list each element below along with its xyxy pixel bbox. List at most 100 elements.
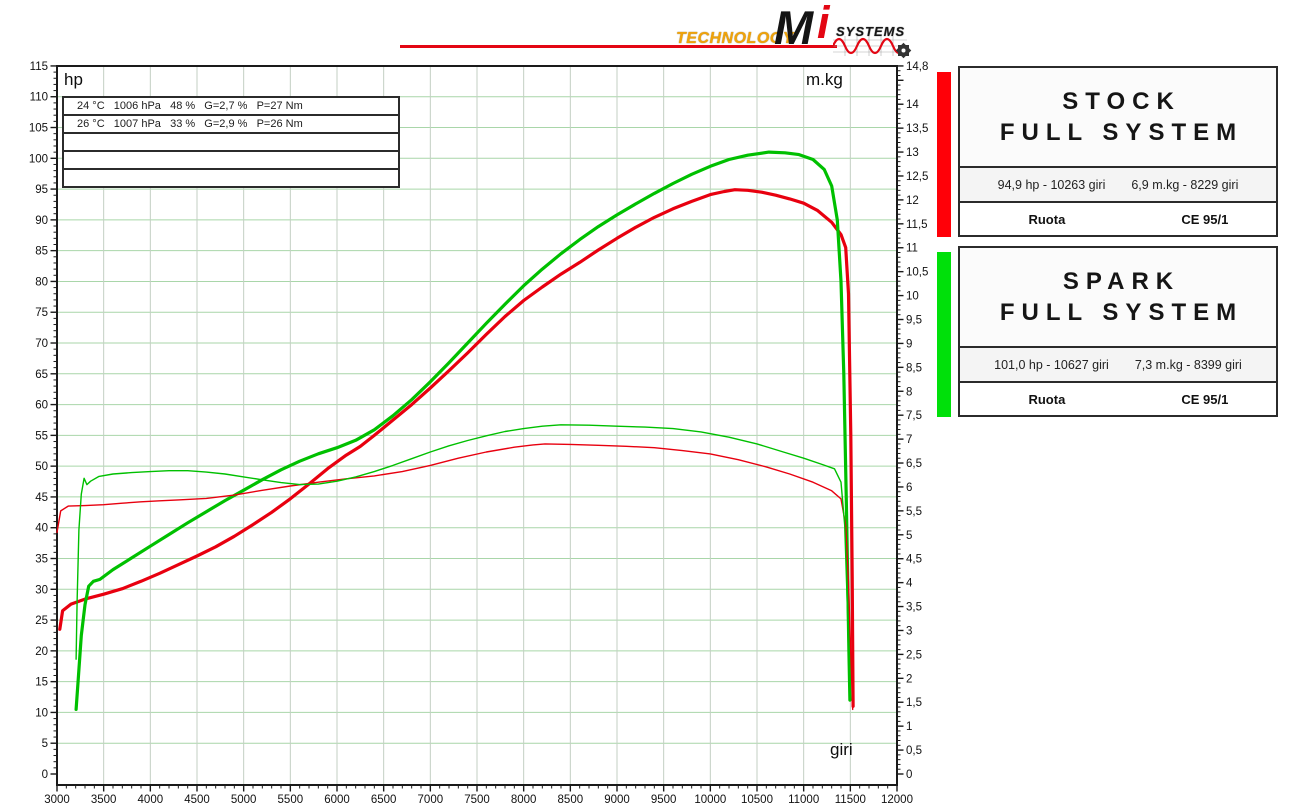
mkg-tick-label: 14,8 [906, 61, 928, 73]
x-tick-label: 4500 [184, 794, 210, 806]
info-table-row: 24 °C 1006 hPa 48 % G=2,7 % P=27 Nm [64, 98, 398, 116]
stock-ce-label: CE 95/1 [1181, 211, 1229, 227]
mkg-tick-label: 13 [906, 147, 919, 159]
curve-spark-power-hp [74, 150, 852, 712]
x-tick-label: 8500 [558, 794, 584, 806]
stock-title-line1: STOCK [1062, 88, 1181, 115]
x-tick-label: 11000 [788, 794, 819, 806]
hp-tick-label: 75 [35, 307, 48, 319]
mkg-tick-label: 0,5 [906, 745, 922, 757]
mkg-tick-label: 7,5 [906, 410, 922, 422]
mkg-tick-label: 6,5 [906, 458, 922, 470]
mkg-tick-label: 1 [906, 721, 912, 733]
gear-icon [895, 42, 912, 59]
hp-tick-label: 15 [35, 677, 48, 689]
mkg-tick-label: 5 [906, 530, 912, 542]
spark-title: SPARK FULL SYSTEM [960, 248, 1276, 346]
stock-legend-panel: STOCK FULL SYSTEM 94,9 hp - 10263 giri 6… [958, 66, 1278, 237]
hp-tick-label: 65 [35, 369, 48, 381]
mkg-tick-label: 8 [906, 386, 912, 398]
hp-tick-label: 0 [42, 769, 48, 781]
stock-color-bar [937, 72, 951, 237]
stock-title: STOCK FULL SYSTEM [960, 68, 1276, 166]
dyno-info-table: 24 °C 1006 hPa 48 % G=2,7 % P=27 Nm 26 °C… [62, 96, 400, 188]
hp-tick-label: 45 [35, 492, 48, 504]
x-tick-label: 7000 [418, 794, 444, 806]
mkg-tick-label: 3,5 [906, 602, 922, 614]
hp-tick-label: 115 [30, 61, 48, 73]
x-tick-label: 6000 [324, 794, 350, 806]
info-table-row [64, 170, 398, 186]
stock-hp-stat: 94,9 hp - 10263 giri [997, 177, 1106, 192]
hp-tick-label: 40 [35, 523, 48, 535]
mkg-tick-label: 2,5 [906, 649, 922, 661]
mkg-tick-label: 14 [906, 99, 919, 111]
spark-title-line1: SPARK [1062, 268, 1181, 295]
hp-tick-label: 5 [42, 738, 48, 750]
mkg-tick-label: 12,5 [906, 171, 928, 183]
mkg-tick-label: 12 [906, 195, 919, 207]
mkg-tick-label: 2 [906, 673, 912, 685]
mkg-tick-label: 11,5 [906, 219, 928, 231]
hp-tick-label: 55 [35, 430, 48, 442]
mkg-tick-label: 1,5 [906, 697, 922, 709]
x-tick-label: 9500 [651, 794, 677, 806]
hp-tick-label: 70 [35, 338, 48, 350]
spark-stats-row: 101,0 hp - 10627 giri 7,3 m.kg - 8399 gi… [960, 346, 1276, 381]
spark-ce-label: CE 95/1 [1181, 391, 1229, 407]
spark-title-line2: FULL SYSTEM [999, 299, 1244, 326]
spark-torque-stat: 7,3 m.kg - 8399 giri [1134, 357, 1242, 372]
hp-tick-label: 110 [30, 92, 48, 104]
mkg-tick-label: 4,5 [906, 554, 922, 566]
mkg-tick-label: 13,5 [906, 123, 928, 135]
brand-wave-icon [833, 36, 912, 59]
x-tick-label: 4000 [138, 794, 164, 806]
x-axis-title: giri [830, 740, 853, 759]
info-table-row [64, 134, 398, 152]
x-tick-label: 3000 [44, 794, 70, 806]
mkg-tick-label: 7 [906, 434, 912, 446]
mkg-tick-label: 3 [906, 625, 912, 637]
mkg-tick-label: 5,5 [906, 506, 922, 518]
x-tick-label: 9000 [604, 794, 630, 806]
x-tick-label: 8000 [511, 794, 537, 806]
info-table-row: 26 °C 1007 hPa 33 % G=2,9 % P=26 Nm [64, 116, 398, 134]
x-tick-label: 5500 [278, 794, 304, 806]
left-axis-title: hp [64, 70, 83, 89]
hp-tick-label: 105 [29, 123, 48, 135]
brand-i-letter: i [817, 0, 830, 48]
hp-tick-label: 25 [35, 615, 48, 627]
hp-tick-label: 30 [35, 584, 48, 596]
stock-torque-stat: 6,9 m.kg - 8229 giri [1131, 177, 1239, 192]
hp-tick-label: 85 [35, 246, 48, 258]
spark-ruota-label: Ruota [1028, 391, 1066, 407]
brand-m-letter: M [774, 1, 813, 54]
curve-stock-torque-mkg [56, 443, 854, 711]
brand-systems-text: SYSTEMS [836, 24, 906, 39]
curve-stock-power-hp [58, 188, 855, 708]
dyno-chart: 3000 3500 4000 4500 5000 5500 6000 6500 7000 7500… [29, 61, 929, 806]
mkg-tick-label: 9 [906, 338, 912, 350]
x-tick-label: 3500 [91, 794, 117, 806]
mkg-tick-label: 4 [906, 578, 913, 590]
mkg-tick-label: 9,5 [906, 315, 922, 327]
spark-color-bar [937, 252, 951, 417]
stock-ruota-label: Ruota [1028, 211, 1066, 227]
x-tick-label: 7500 [464, 794, 490, 806]
x-tick-label: 11500 [835, 794, 866, 806]
hp-tick-label: 60 [35, 400, 48, 412]
x-tick-label: 6500 [371, 794, 397, 806]
x-tick-label: 10000 [694, 794, 726, 806]
spark-footer-row: Ruota CE 95/1 [960, 381, 1276, 415]
hp-tick-label: 10 [35, 707, 48, 719]
hp-tick-label: 95 [35, 184, 48, 196]
spark-legend-panel: SPARK FULL SYSTEM 101,0 hp - 10627 giri … [958, 246, 1278, 417]
curve-spark-torque-mkg [75, 424, 851, 699]
info-table-row [64, 152, 398, 170]
mkg-tick-label: 8,5 [906, 362, 922, 374]
brand-underline [400, 45, 837, 48]
stock-stats-row: 94,9 hp - 10263 giri 6,9 m.kg - 8229 gir… [960, 166, 1276, 201]
mkg-tick-label: 11 [906, 243, 918, 255]
hp-tick-label: 35 [35, 554, 48, 566]
